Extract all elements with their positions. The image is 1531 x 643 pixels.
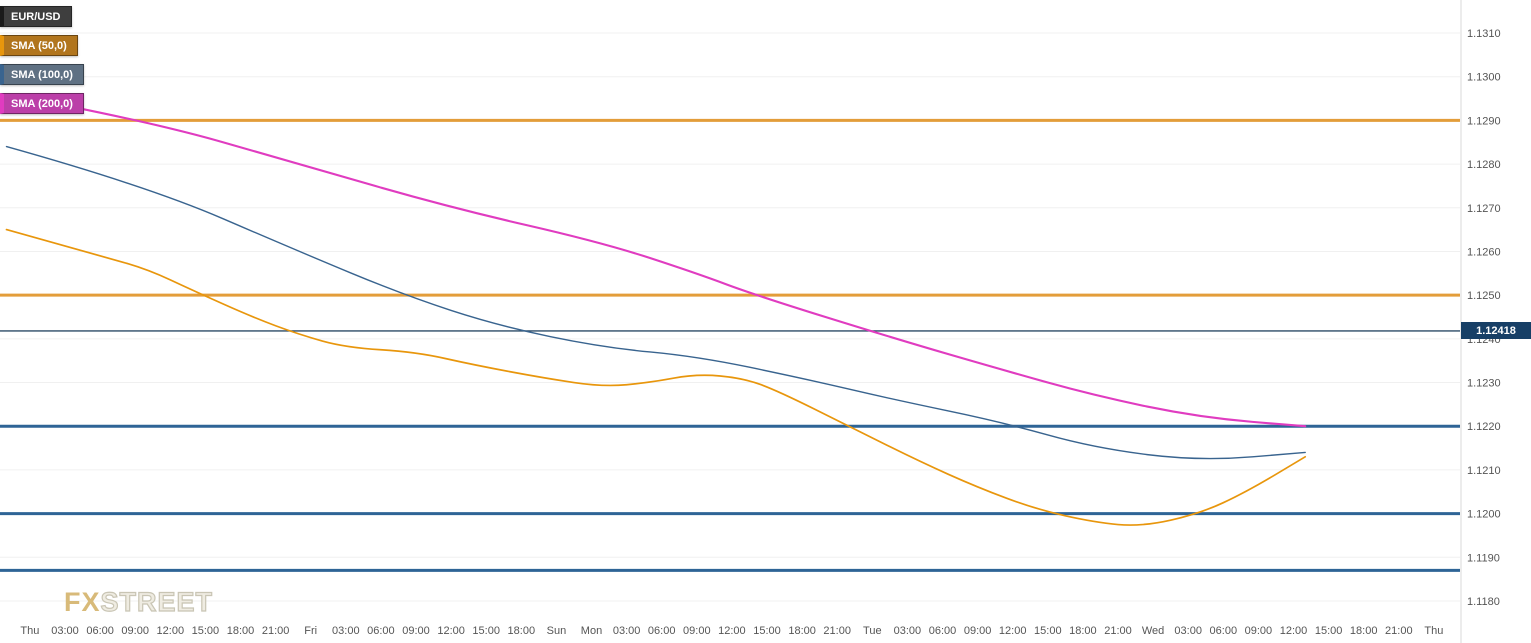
x-axis-label: 21:00	[1385, 625, 1413, 637]
x-axis-label: 06:00	[367, 625, 395, 637]
x-axis-label: 15:00	[472, 625, 500, 637]
x-axis-label: 12:00	[1280, 625, 1308, 637]
x-axis-label: 15:00	[192, 625, 220, 637]
legend-sma200-label: SMA (200,0)	[11, 97, 73, 110]
y-axis-label: 1.1210	[1467, 465, 1501, 477]
y-axis-label: 1.1270	[1467, 203, 1501, 215]
x-axis-label: 18:00	[1069, 625, 1097, 637]
x-axis-label: Wed	[1142, 625, 1164, 637]
x-axis-label: 18:00	[227, 625, 255, 637]
watermark-street-text: STREET	[100, 587, 214, 617]
x-axis-label: 03:00	[613, 625, 641, 637]
x-axis-label: 06:00	[86, 625, 114, 637]
y-axis-label: 1.1310	[1467, 28, 1501, 40]
x-axis-label: Thu	[1424, 625, 1443, 637]
x-axis-label: 15:00	[1315, 625, 1343, 637]
x-axis-label: 06:00	[929, 625, 957, 637]
x-axis-label: 15:00	[1034, 625, 1062, 637]
y-axis-label: 1.1300	[1467, 72, 1501, 84]
y-axis-label: 1.1200	[1467, 509, 1501, 521]
gridlines	[0, 32, 1460, 602]
x-axis-label: 18:00	[1350, 625, 1378, 637]
sma-100-line	[5, 145, 1306, 460]
y-axis: 1.1310 1.1300 1.1290 1.1280 1.1270 1.1260 1.12…	[1467, 28, 1501, 608]
sma-200-line	[5, 93, 1307, 428]
legend-sma50-chip[interactable]: SMA (50,0)	[0, 35, 78, 56]
y-axis-label: 1.1180	[1467, 596, 1500, 608]
x-axis-label: 12:00	[437, 625, 465, 637]
x-axis-label: 03:00	[1174, 625, 1202, 637]
sma-50-line	[5, 228, 1307, 526]
x-axis-label: 03:00	[894, 625, 922, 637]
y-axis-label: 1.1260	[1467, 246, 1501, 258]
x-axis-label: 12:00	[718, 625, 746, 637]
current-price-value: 1.12418	[1476, 324, 1516, 337]
chart-legend: EUR/USD SMA (50,0) SMA (100,0) SMA (200,…	[0, 6, 84, 114]
x-axis-label: Sun	[547, 625, 567, 637]
x-axis-label: 06:00	[1210, 625, 1238, 637]
x-axis-label: 21:00	[823, 625, 851, 637]
x-axis-label: 09:00	[964, 625, 992, 637]
x-axis-label: 09:00	[121, 625, 149, 637]
x-axis-label: 03:00	[51, 625, 79, 637]
x-axis-label: 15:00	[753, 625, 781, 637]
legend-sma100-chip[interactable]: SMA (100,0)	[0, 64, 84, 85]
x-axis-label: Mon	[581, 625, 602, 637]
x-axis-label: 09:00	[683, 625, 711, 637]
legend-sma50-label: SMA (50,0)	[11, 39, 67, 52]
x-axis-label: 21:00	[1104, 625, 1132, 637]
y-axis-label: 1.1190	[1467, 552, 1500, 564]
legend-sma200-chip[interactable]: SMA (200,0)	[0, 93, 84, 114]
current-price-badge: 1.12418	[1461, 322, 1531, 340]
x-axis-label: Fri	[304, 625, 317, 637]
legend-symbol-label: EUR/USD	[11, 10, 61, 23]
x-axis-label: Thu	[20, 625, 39, 637]
x-axis-label: 03:00	[332, 625, 360, 637]
x-axis-label: 06:00	[648, 625, 676, 637]
legend-sma100-label: SMA (100,0)	[11, 68, 73, 81]
y-axis-label: 1.1230	[1467, 378, 1501, 390]
x-axis-label: 12:00	[999, 625, 1027, 637]
x-axis: Thu 03:00 06:00 09:00 12:00 15:00 18:00 21:00 Fr…	[20, 625, 1443, 637]
fxstreet-watermark: FXSTREET	[64, 587, 214, 617]
legend-symbol-chip[interactable]: EUR/USD	[0, 6, 72, 27]
x-axis-label: 09:00	[1245, 625, 1273, 637]
x-axis-label: 09:00	[402, 625, 430, 637]
y-axis-label: 1.1280	[1467, 159, 1501, 171]
y-axis-label: 1.1220	[1467, 421, 1501, 433]
y-axis-label: 1.1290	[1467, 115, 1501, 127]
sma-lines	[5, 93, 1307, 526]
x-axis-label: 18:00	[788, 625, 816, 637]
y-axis-label: 1.1250	[1467, 290, 1501, 302]
x-axis-label: Tue	[863, 625, 882, 637]
watermark-fx-text: FX	[64, 587, 101, 617]
x-axis-label: 21:00	[262, 625, 290, 637]
level-lines	[0, 118, 1460, 572]
x-axis-label: 18:00	[508, 625, 536, 637]
x-axis-label: 12:00	[157, 625, 185, 637]
